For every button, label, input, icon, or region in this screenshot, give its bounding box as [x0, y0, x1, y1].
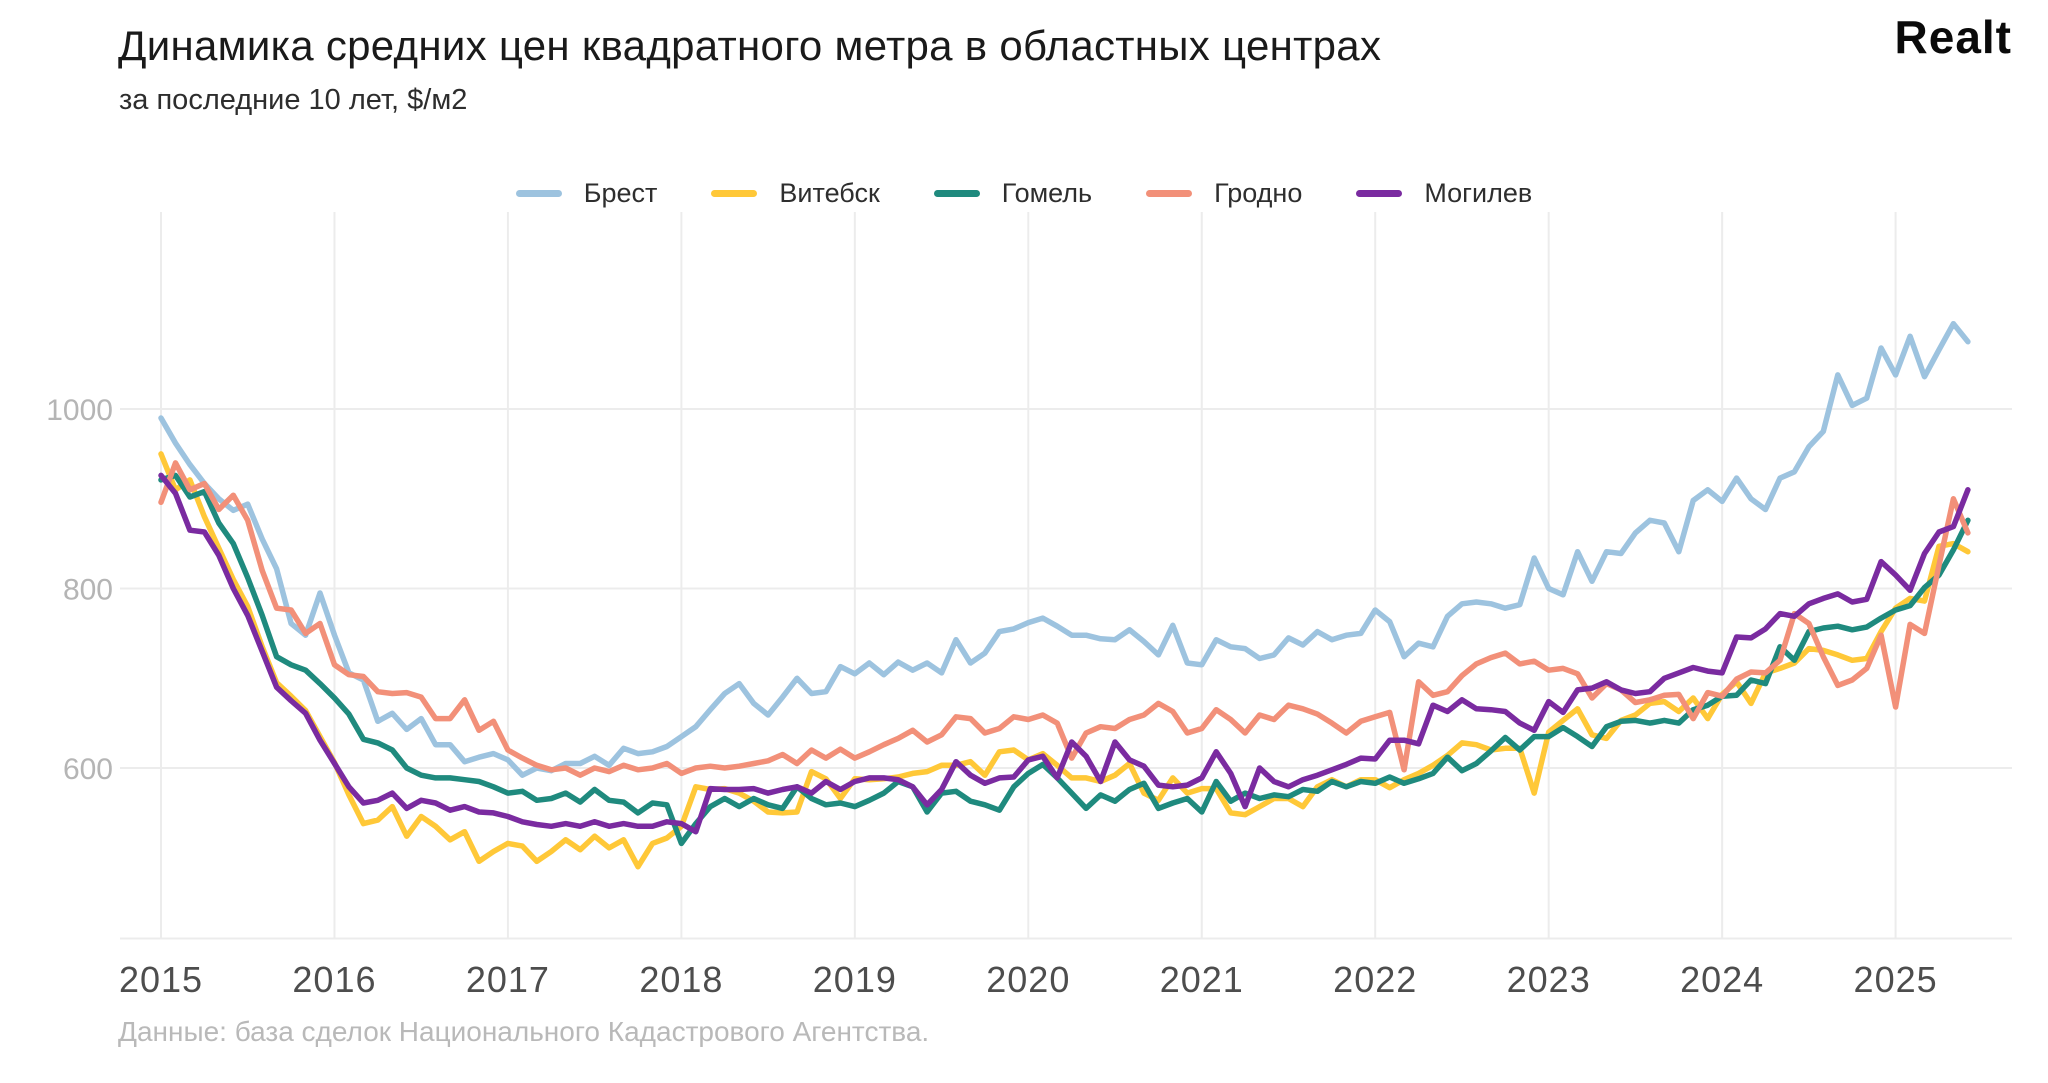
legend-swatch-vitebsk — [711, 190, 758, 197]
x-tick-label: 2015 — [119, 959, 203, 1000]
data-source-note: Данные: база сделок Национального Кадаст… — [118, 1016, 930, 1047]
x-tick-label: 2024 — [1680, 959, 1764, 1000]
x-tick-label: 2020 — [986, 959, 1070, 1000]
legend-label-vitebsk: Витебск — [779, 178, 880, 208]
realt-logo: Realt — [1894, 11, 2012, 63]
x-tick-label: 2022 — [1333, 959, 1417, 1000]
y-tick-label: 600 — [63, 753, 113, 786]
legend-item-brest[interactable]: Брест — [515, 178, 658, 209]
legend-swatch-gomel — [933, 190, 980, 197]
legend-swatch-grodno — [1146, 190, 1193, 197]
legend-item-vitebsk[interactable]: Витебск — [711, 178, 880, 209]
legend-item-mogilev[interactable]: Могилев — [1356, 178, 1532, 209]
legend-swatch-mogilev — [1356, 190, 1403, 197]
series-line-brest — [158, 320, 1971, 778]
series-line-vitebsk — [158, 451, 1971, 870]
legend-label-mogilev: Могилев — [1424, 178, 1533, 208]
x-tick-label: 2021 — [1160, 959, 1244, 1000]
x-tick-label: 2023 — [1507, 959, 1591, 1000]
legend-item-gomel[interactable]: Гомель — [933, 178, 1093, 209]
legend: Брест Витебск Гомель Гродно Могилев — [0, 178, 2048, 209]
x-tick-label: 2018 — [639, 959, 723, 1000]
x-tick-label: 2016 — [292, 959, 376, 1000]
x-tick-label: 2019 — [813, 959, 897, 1000]
page-subtitle: за последние 10 лет, $/м2 — [119, 84, 468, 116]
series-line-grodno — [158, 460, 1971, 778]
x-tick-label: 2025 — [1854, 959, 1938, 1000]
x-tick-label: 2017 — [466, 959, 550, 1000]
legend-swatch-brest — [515, 190, 562, 197]
series-line-mogilev — [158, 472, 1971, 835]
series-line-gomel — [158, 472, 1971, 847]
legend-label-grodno: Гродно — [1214, 178, 1303, 208]
legend-label-brest: Брест — [583, 178, 658, 208]
legend-item-grodno[interactable]: Гродно — [1146, 178, 1302, 209]
y-tick-label: 800 — [63, 574, 113, 607]
legend-label-gomel: Гомель — [1001, 178, 1093, 208]
page-title: Динамика средних цен квадратного метра в… — [118, 22, 1382, 69]
y-tick-label: 1000 — [46, 394, 113, 427]
